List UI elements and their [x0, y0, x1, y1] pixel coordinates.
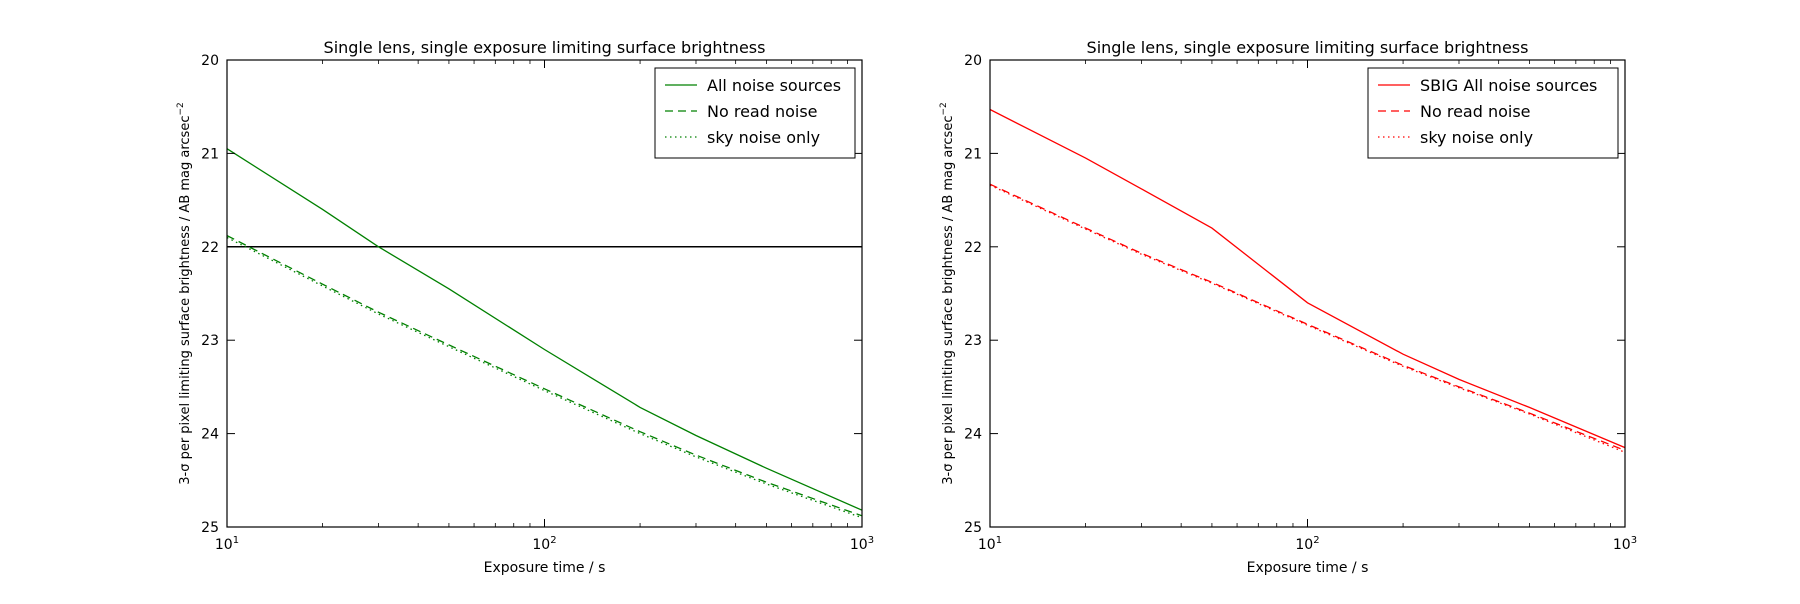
x-tick-label: 102 [1295, 535, 1319, 553]
chart-2: Single lens, single exposure limiting su… [939, 38, 1637, 576]
chart-title: Single lens, single exposure limiting su… [324, 38, 766, 57]
y-tick-label: 21 [964, 146, 982, 162]
chart-1: Single lens, single exposure limiting su… [176, 38, 874, 576]
x-tick-label: 102 [532, 535, 556, 553]
legend-label: sky noise only [1420, 128, 1533, 147]
y-tick-label: 23 [201, 333, 219, 349]
series-line-3 [990, 184, 1625, 453]
y-tick-label: 21 [201, 146, 219, 162]
legend-box [654, 67, 856, 159]
chart-title: Single lens, single exposure limiting su… [1087, 38, 1529, 57]
x-tick-label: 103 [1613, 535, 1637, 553]
series-line-2 [990, 183, 1625, 452]
x-axis-label: Exposure time / s [484, 560, 606, 576]
series-line-1 [990, 108, 1625, 449]
series-line-1 [227, 148, 862, 511]
series-line-3 [227, 236, 862, 519]
legend: SBIG All noise sources No read noise sky n… [1367, 67, 1619, 159]
y-axis-label: 3-σ per pixel limiting surface brightnes… [176, 102, 193, 485]
legend-label: sky noise only [707, 128, 820, 147]
y-tick-label: 25 [964, 520, 982, 536]
y-tick-label: 20 [201, 53, 219, 69]
x-tick-label: 101 [215, 535, 239, 553]
y-tick-label: 22 [964, 240, 982, 256]
x-tick-label: 101 [978, 535, 1002, 553]
series-group [227, 148, 862, 519]
legend-label: All noise sources [707, 76, 841, 95]
series-group [990, 108, 1625, 453]
legend-label: No read noise [707, 102, 818, 121]
x-tick-label: 103 [850, 535, 874, 553]
series-line-2 [227, 235, 862, 517]
y-tick-label: 25 [201, 520, 219, 536]
legend-label: SBIG All noise sources [1420, 76, 1597, 95]
x-axis-label: Exposure time / s [1247, 560, 1369, 576]
y-tick-label: 23 [964, 333, 982, 349]
legend: All noise sources No read noise sky noise … [654, 67, 856, 159]
y-tick-label: 24 [201, 427, 219, 443]
y-tick-label: 24 [964, 427, 982, 443]
legend-label: No read noise [1420, 102, 1531, 121]
y-tick-label: 20 [964, 53, 982, 69]
y-tick-label: 22 [201, 240, 219, 256]
legend-box [1367, 67, 1619, 159]
y-axis-label: 3-σ per pixel limiting surface brightnes… [939, 102, 956, 485]
